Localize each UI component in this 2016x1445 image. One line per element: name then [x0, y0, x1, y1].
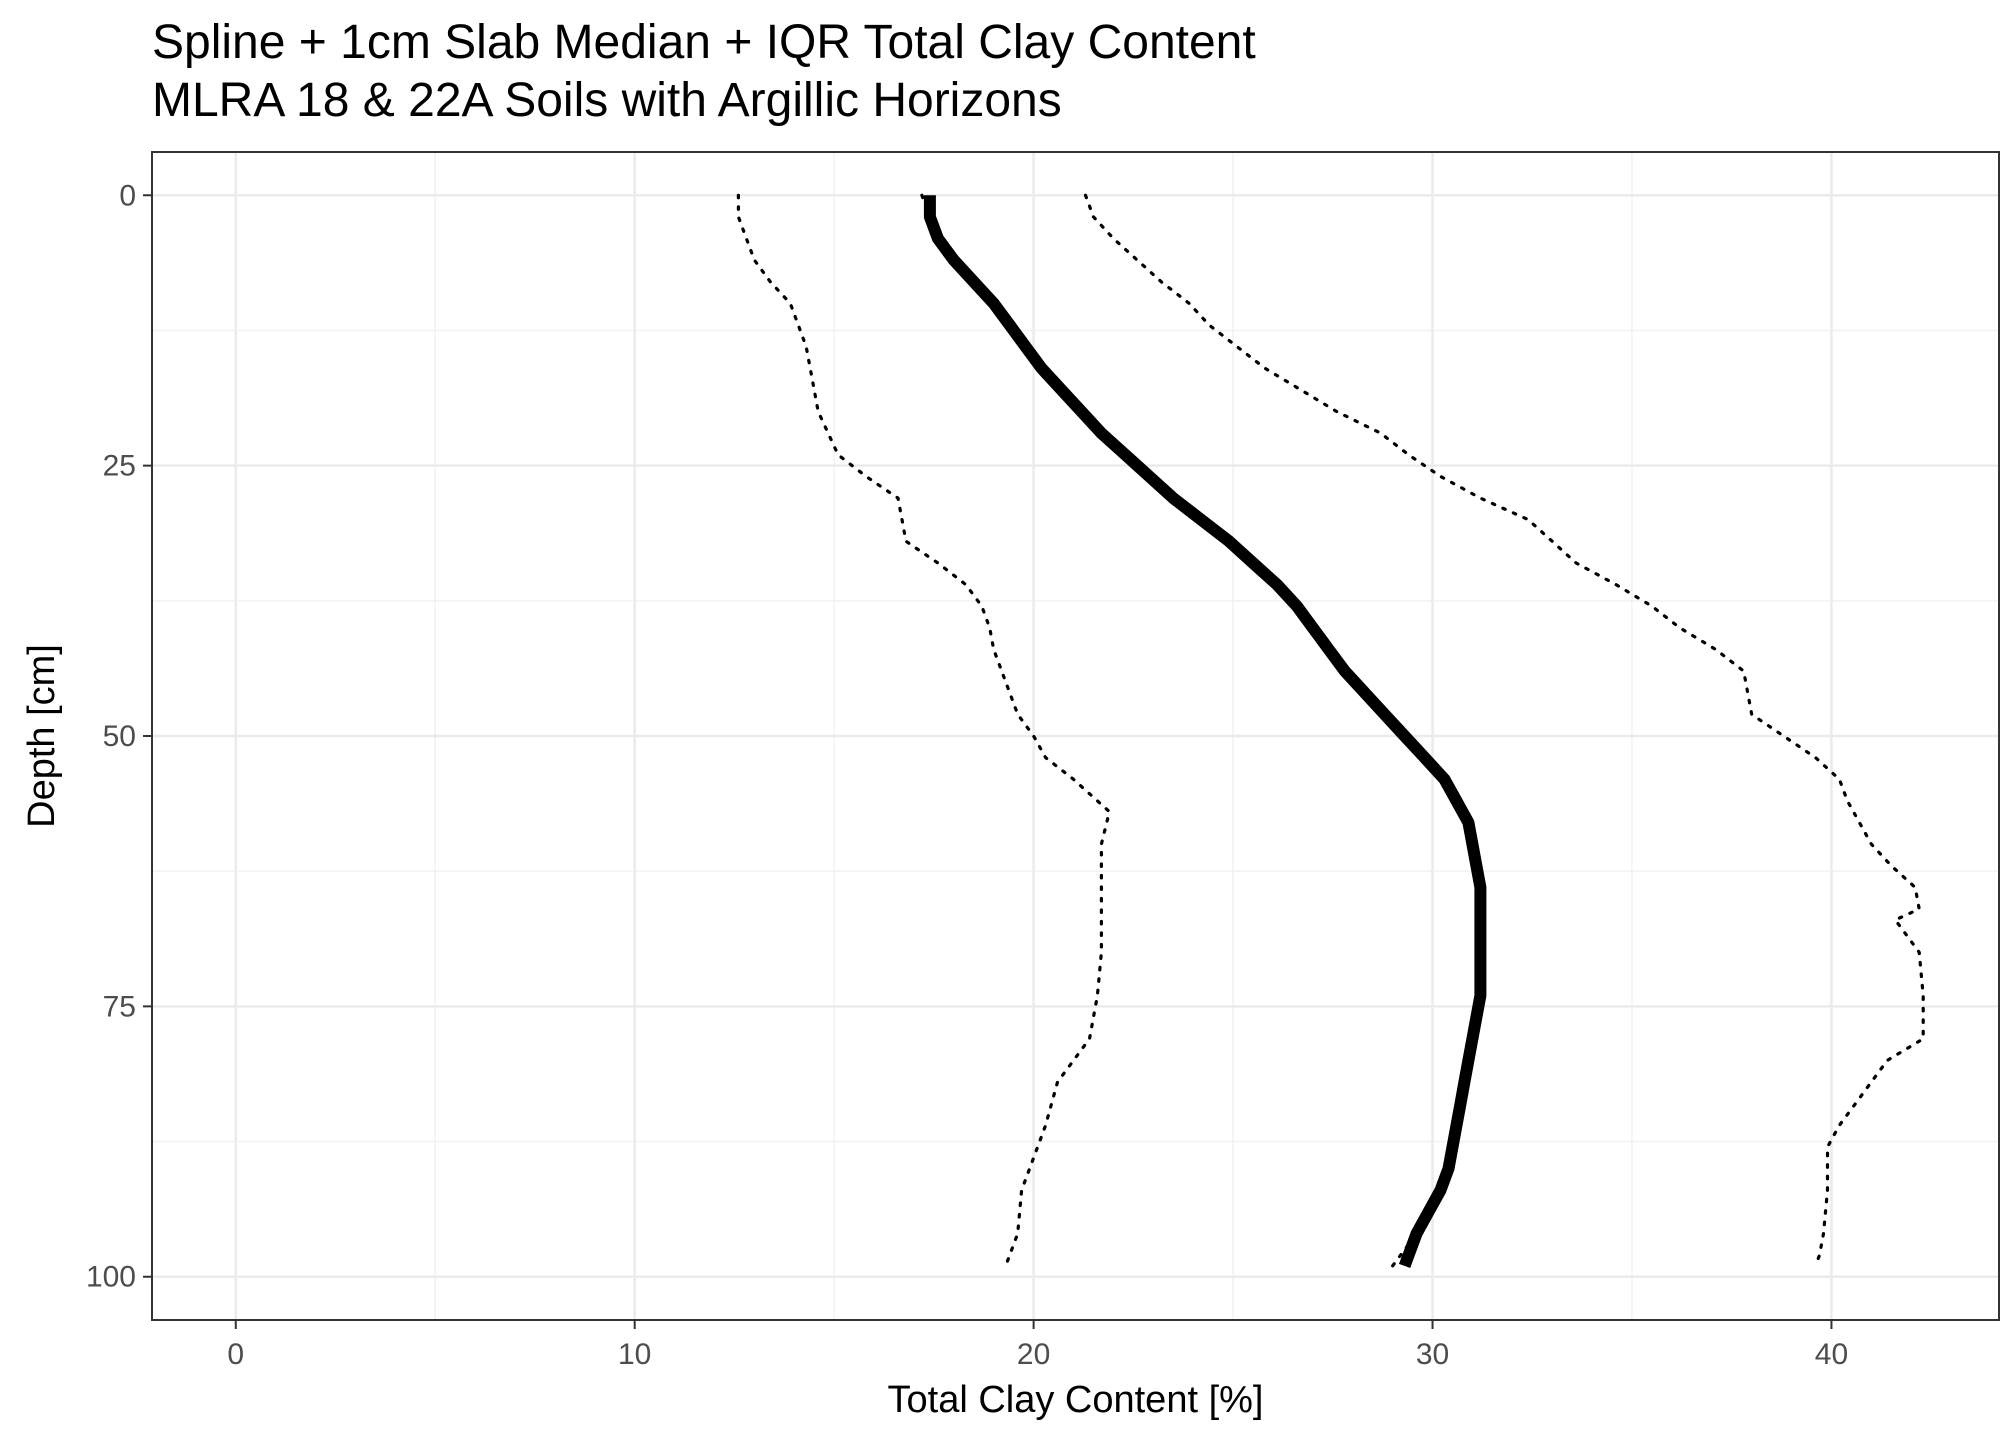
chart-title: Spline + 1cm Slab Median + IQR Total Cla… — [152, 16, 1256, 69]
y-axis: 0 25 50 75 100 — [86, 179, 152, 1294]
y-tick-label: 0 — [119, 179, 136, 212]
x-tick-label: 40 — [1815, 1338, 1848, 1371]
iqr-lower-line — [736, 193, 1111, 1268]
median-dotted-line — [920, 193, 1482, 1268]
x-axis: 0 10 20 30 40 — [227, 1320, 1848, 1371]
iqr-upper-line — [1083, 193, 1925, 1268]
y-axis-title: Depth [cm] — [21, 644, 63, 828]
x-tick-label: 10 — [618, 1338, 651, 1371]
x-tick-label: 0 — [227, 1338, 244, 1371]
y-tick-label: 75 — [103, 990, 136, 1023]
y-tick-label: 25 — [103, 450, 136, 483]
y-tick-label: 100 — [86, 1261, 136, 1294]
data-series — [736, 193, 1925, 1268]
x-tick-label: 20 — [1017, 1338, 1050, 1371]
x-axis-title: Total Clay Content [%] — [888, 1379, 1264, 1421]
chart-subtitle: MLRA 18 & 22A Soils with Argillic Horizo… — [152, 74, 1062, 127]
x-tick-label: 30 — [1416, 1338, 1449, 1371]
y-tick-label: 50 — [103, 720, 136, 753]
